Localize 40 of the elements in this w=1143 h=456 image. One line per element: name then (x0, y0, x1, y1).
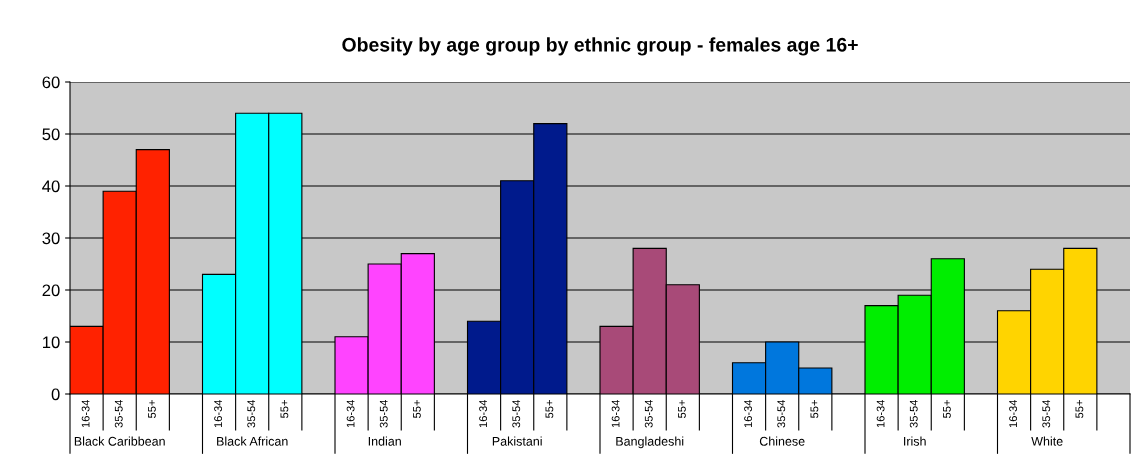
y-tick-label: 0 (51, 388, 60, 401)
y-tick-label: 30 (42, 232, 60, 245)
x-tick-label: 16-34 (479, 399, 488, 428)
x-tick-label: 16-34 (81, 399, 90, 428)
y-tick-label: 10 (43, 336, 60, 349)
x-tick-label: 55+ (148, 400, 156, 418)
x-tick-label: 55+ (413, 400, 421, 418)
x-tick-label: 35-54 (909, 399, 918, 428)
x-tick-label: 55+ (943, 400, 951, 418)
x-tick-label: 16-34 (744, 399, 753, 428)
x-tick-label: 35-54 (644, 399, 653, 428)
x-tick-label: 55+ (280, 400, 289, 418)
x-tick-label: 55+ (545, 400, 554, 418)
y-tick-label: 40 (42, 180, 60, 193)
x-tick-label: 35-54 (247, 399, 256, 428)
chart-title: Obesity by age group by ethnic group - females age 16+ (342, 37, 858, 56)
x-tick-label: 35-54 (379, 399, 388, 428)
text: Black Caribbean (74, 436, 165, 446)
text: Chinese (759, 436, 805, 446)
text: Irish (904, 436, 926, 446)
x-tick-label: 16-34 (876, 399, 885, 428)
text: Indian (368, 436, 401, 446)
y-tick-label: 60 (42, 76, 60, 89)
x-tick-label: 55+ (1075, 400, 1084, 418)
x-tick-label: 55+ (678, 400, 686, 418)
x-tick-label: 55+ (810, 400, 819, 418)
x-tick-label: 16-34 (611, 399, 620, 428)
x-tick-label: 16-34 (1009, 399, 1018, 428)
y-tick-label: 20 (42, 284, 60, 297)
x-tick-label: 35-54 (114, 399, 123, 428)
x-tick-label: 16-34 (346, 399, 355, 428)
text: White (1031, 436, 1063, 446)
text: Pakistani (492, 436, 542, 446)
text: Black African (217, 436, 288, 446)
x-tick-label: 35-54 (512, 399, 521, 428)
x-tick-label: 35-54 (777, 399, 786, 428)
x-tick-label: 35-54 (1042, 399, 1051, 428)
text: Bangladeshi (616, 436, 684, 449)
x-tick-label: 16-34 (214, 399, 223, 428)
y-tick-label: 50 (42, 128, 60, 141)
